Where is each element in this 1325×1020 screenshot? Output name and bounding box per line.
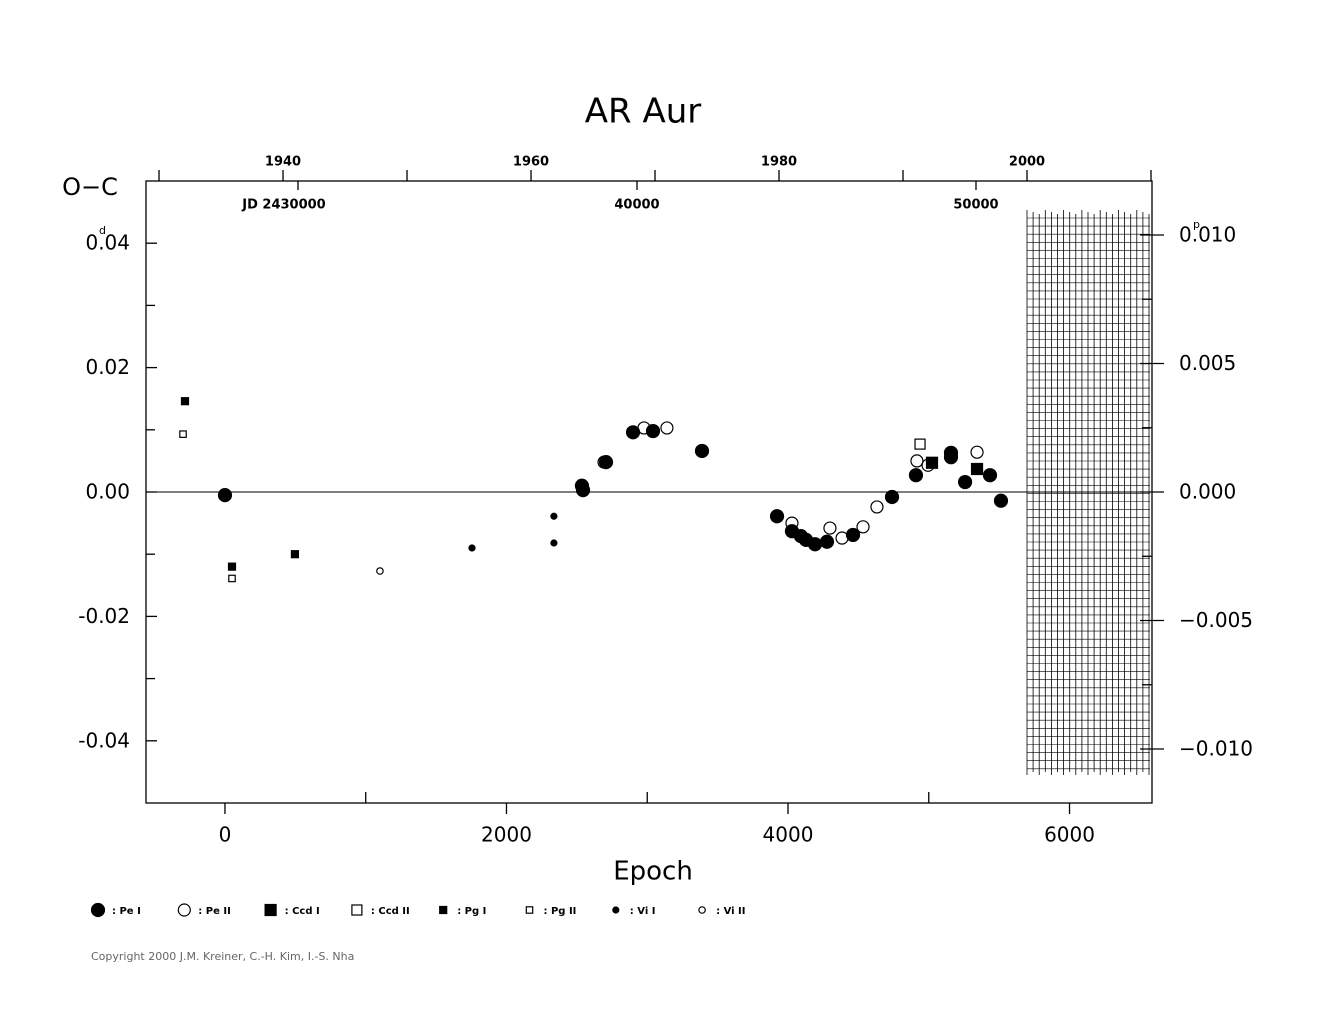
data-point <box>914 438 926 450</box>
y-axis-label: O−C <box>62 173 118 201</box>
jd-tick-label: JD 2430000 <box>241 198 325 213</box>
data-point <box>575 483 591 498</box>
data-point <box>179 430 187 438</box>
data-point <box>925 456 939 469</box>
y-tick-label: 0.02 <box>85 355 130 379</box>
legend-label: : Pg I <box>457 906 486 917</box>
y2-tick-label: 0.000 <box>1179 480 1236 504</box>
data-point <box>982 468 998 483</box>
data-point <box>910 454 924 468</box>
data-point <box>957 474 973 490</box>
data-point <box>694 443 710 459</box>
jd-tick-label: 50000 <box>953 198 998 213</box>
data-point <box>550 539 558 547</box>
legend-label: : Pg II <box>544 906 577 917</box>
x-axis-label: Epoch <box>613 857 693 887</box>
data-point <box>835 531 849 545</box>
data-point <box>597 455 611 469</box>
legend-label: : Ccd I <box>285 906 320 917</box>
chart-title: AR Aur <box>585 92 701 132</box>
legend-label: : Vi I <box>630 906 656 917</box>
data-point <box>908 468 924 483</box>
legend-label: : Ccd II <box>371 906 410 917</box>
data-point <box>785 516 799 530</box>
data-point <box>856 520 870 534</box>
legend-marker <box>177 903 191 917</box>
x-tick-label: 6000 <box>1044 823 1095 847</box>
legend-marker <box>439 905 448 915</box>
year-tick-label: 2000 <box>1009 155 1045 170</box>
legend-label: : Pe I <box>112 906 141 917</box>
data-point <box>807 537 823 552</box>
y-tick-label: 0.04 <box>85 231 130 255</box>
year-tick-label: 1960 <box>513 155 549 170</box>
legend-marker <box>351 904 363 916</box>
data-point <box>290 550 300 559</box>
data-point <box>970 462 984 476</box>
data-point <box>870 500 884 514</box>
data-point <box>970 445 984 459</box>
y-unit: d <box>99 224 106 237</box>
data-point <box>823 521 837 535</box>
legend-marker <box>90 902 106 918</box>
data-point <box>376 567 384 575</box>
y2-tick-label: 0.005 <box>1179 351 1236 375</box>
y2-unit: p <box>1193 218 1200 231</box>
year-tick-label: 1980 <box>761 155 797 170</box>
y-tick-label: -0.02 <box>78 604 130 628</box>
legend-marker <box>698 906 706 914</box>
data-point <box>228 574 236 583</box>
y-tick-label: -0.04 <box>78 728 130 752</box>
legend-marker <box>264 903 277 917</box>
data-point <box>993 493 1009 508</box>
legend-label: : Pe II <box>198 906 231 917</box>
x-tick-label: 2000 <box>481 823 532 847</box>
data-point <box>180 397 190 406</box>
data-point <box>660 421 674 435</box>
legend-label: : Vi II <box>716 906 745 917</box>
legend-marker <box>612 906 620 914</box>
data-point <box>227 562 237 571</box>
data-point <box>884 489 900 505</box>
data-point <box>943 450 959 465</box>
data-point <box>637 421 651 435</box>
data-point <box>468 544 476 552</box>
x-tick-label: 4000 <box>763 823 814 847</box>
data-point <box>819 534 835 549</box>
legend-marker <box>525 906 534 914</box>
data-point <box>769 509 785 524</box>
data-point <box>217 488 233 503</box>
copyright: Copyright 2000 J.M. Kreiner, C.-H. Kim, … <box>91 950 354 963</box>
y-tick-label: 0.00 <box>85 480 130 504</box>
x-tick-label: 0 <box>219 823 232 847</box>
data-point <box>550 512 558 520</box>
y2-tick-label: 0.010 <box>1179 222 1236 246</box>
jd-tick-label: 40000 <box>614 198 659 213</box>
y2-tick-label: −0.010 <box>1179 737 1253 761</box>
year-tick-label: 1940 <box>265 155 301 170</box>
y2-tick-label: −0.005 <box>1179 608 1253 632</box>
